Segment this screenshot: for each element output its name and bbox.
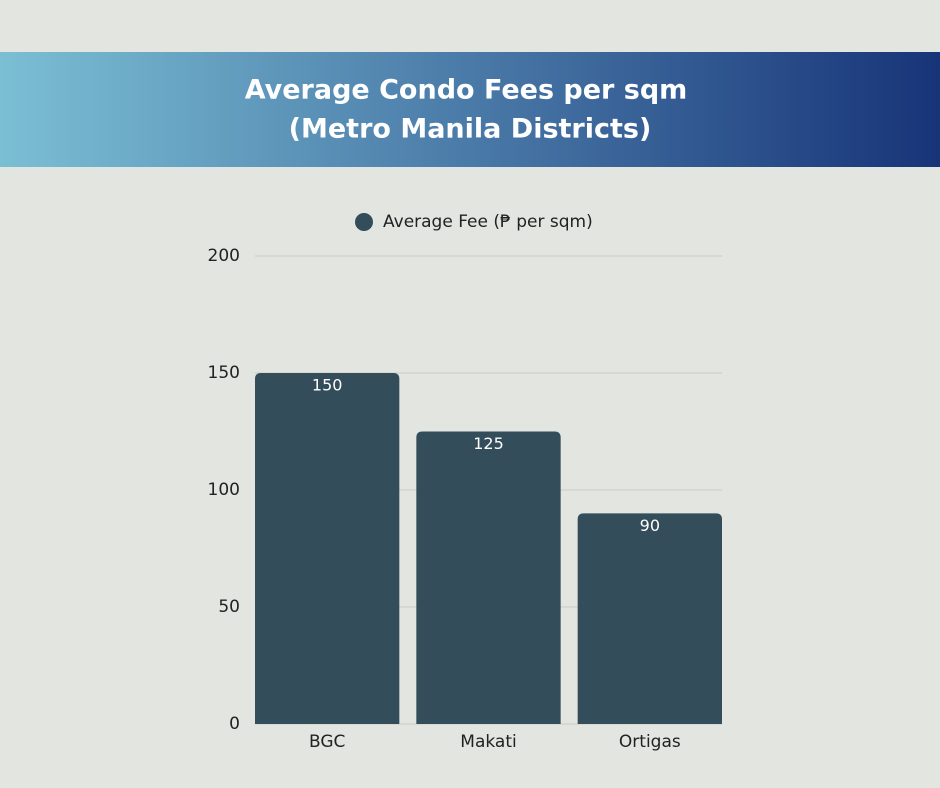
chart-title: (Metro Manila Districts)	[289, 114, 652, 145]
chart-title: Average Condo Fees per sqm	[245, 75, 688, 106]
header-banner	[0, 52, 940, 167]
y-tick-label: 0	[229, 714, 240, 734]
bar	[255, 373, 400, 724]
x-tick-label: Ortigas	[619, 732, 681, 752]
bar	[577, 513, 722, 724]
value-label: 125	[473, 434, 504, 453]
x-tick-label: Makati	[460, 732, 516, 752]
y-tick-label: 100	[208, 480, 240, 500]
value-label: 90	[640, 516, 660, 535]
x-tick-label: BGC	[309, 732, 345, 752]
legend-label: Average Fee (₱ per sqm)	[383, 212, 593, 232]
legend-marker	[355, 213, 373, 231]
y-tick-label: 50	[218, 597, 240, 617]
y-tick-label: 200	[208, 246, 240, 266]
bar	[416, 431, 561, 724]
value-label: 150	[312, 376, 343, 395]
y-tick-label: 150	[208, 363, 240, 383]
